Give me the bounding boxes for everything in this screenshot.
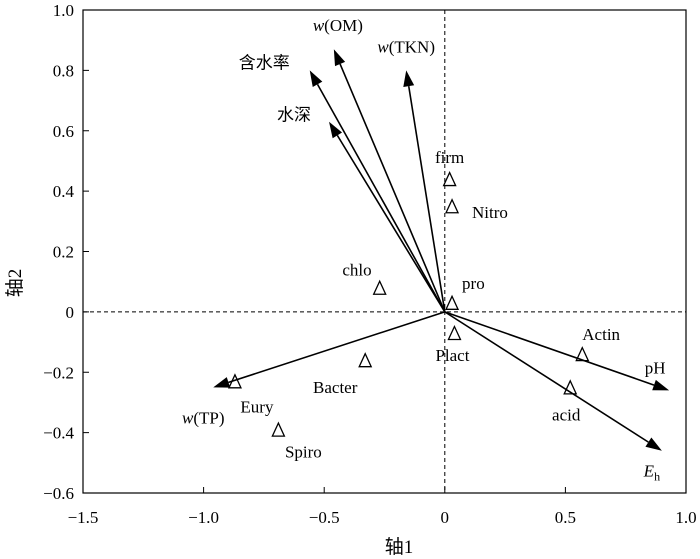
vector-arrowhead [329, 121, 343, 139]
species-marker [358, 352, 373, 368]
species-label: Eury [240, 397, 274, 416]
axis-ticks: −1.5 −1.0 −0.5 0 0.5 1.0 −0.6 −0.4 −0.2 0 0.2 0.4 0.… [43, 1, 696, 527]
vector-line [316, 83, 446, 313]
vector-arrowhead [652, 379, 670, 391]
y-tick-label: −0.2 [43, 363, 74, 382]
species-label: pro [462, 274, 485, 293]
y-tick-label: 0.8 [53, 61, 74, 80]
vector-arrowhead [403, 70, 415, 88]
plot-frame [82, 9, 687, 494]
vector-label: w(TKN) [377, 37, 435, 56]
species-marker [563, 379, 578, 395]
species-marker [447, 324, 462, 341]
x-tick-label: −1.5 [68, 508, 99, 527]
vector-line [228, 311, 446, 384]
species-marker [445, 198, 460, 214]
species-label: Plact [435, 346, 469, 365]
species-label: Spiro [285, 443, 322, 462]
x-tick-label: −0.5 [309, 508, 340, 527]
vector-line [336, 134, 446, 313]
species-marker [271, 421, 286, 437]
x-tick-label: −1.0 [188, 508, 219, 527]
vector-label: 含水率 [239, 53, 290, 72]
y-tick-label: 0 [66, 303, 75, 322]
vector-line [444, 311, 649, 443]
x-tick-label: 0.5 [555, 508, 576, 527]
vector-label: 水深 [277, 106, 311, 125]
x-tick-label: 1.0 [675, 508, 696, 527]
species-points: firm Nitro chlo pro Plact Actin acid Bacter Eury… [227, 148, 621, 462]
species-label: Nitro [472, 203, 508, 222]
y-tick-label: 0.4 [53, 182, 75, 201]
species-label: Bacter [313, 378, 358, 397]
vector-line [444, 311, 655, 386]
y-tick-label: 0.6 [53, 122, 74, 141]
species-label: chlo [342, 261, 371, 280]
vector-label: w(TP) [182, 408, 225, 427]
species-label: firm [435, 148, 464, 167]
vector-arrowhead [309, 70, 323, 88]
plot-border [82, 9, 687, 494]
vector-label: Eh [643, 462, 660, 484]
y-tick-label: 1.0 [53, 1, 74, 20]
species-label: Actin [582, 325, 620, 344]
vector-arrowhead [333, 49, 346, 67]
y-tick-label: 0.2 [53, 243, 74, 262]
vector-line [339, 63, 446, 313]
y-axis-title: 轴2 [4, 269, 26, 298]
species-marker [442, 170, 457, 187]
vector-arrowhead [213, 377, 231, 388]
species-marker [227, 373, 242, 389]
species-label: acid [552, 405, 581, 424]
x-axis-title: 轴1 [385, 536, 414, 558]
y-tick-label: −0.6 [43, 484, 74, 503]
species-marker [445, 294, 460, 310]
vector-line [407, 86, 446, 313]
vector-arrowhead [645, 437, 662, 451]
species-marker [372, 279, 387, 295]
vector-label: pH [645, 358, 666, 377]
y-tick-label: −0.4 [43, 424, 74, 443]
vector-label: w(OM) [313, 16, 363, 35]
x-tick-label: 0 [441, 508, 450, 527]
zero-lines [83, 10, 686, 493]
species-marker [575, 346, 590, 362]
